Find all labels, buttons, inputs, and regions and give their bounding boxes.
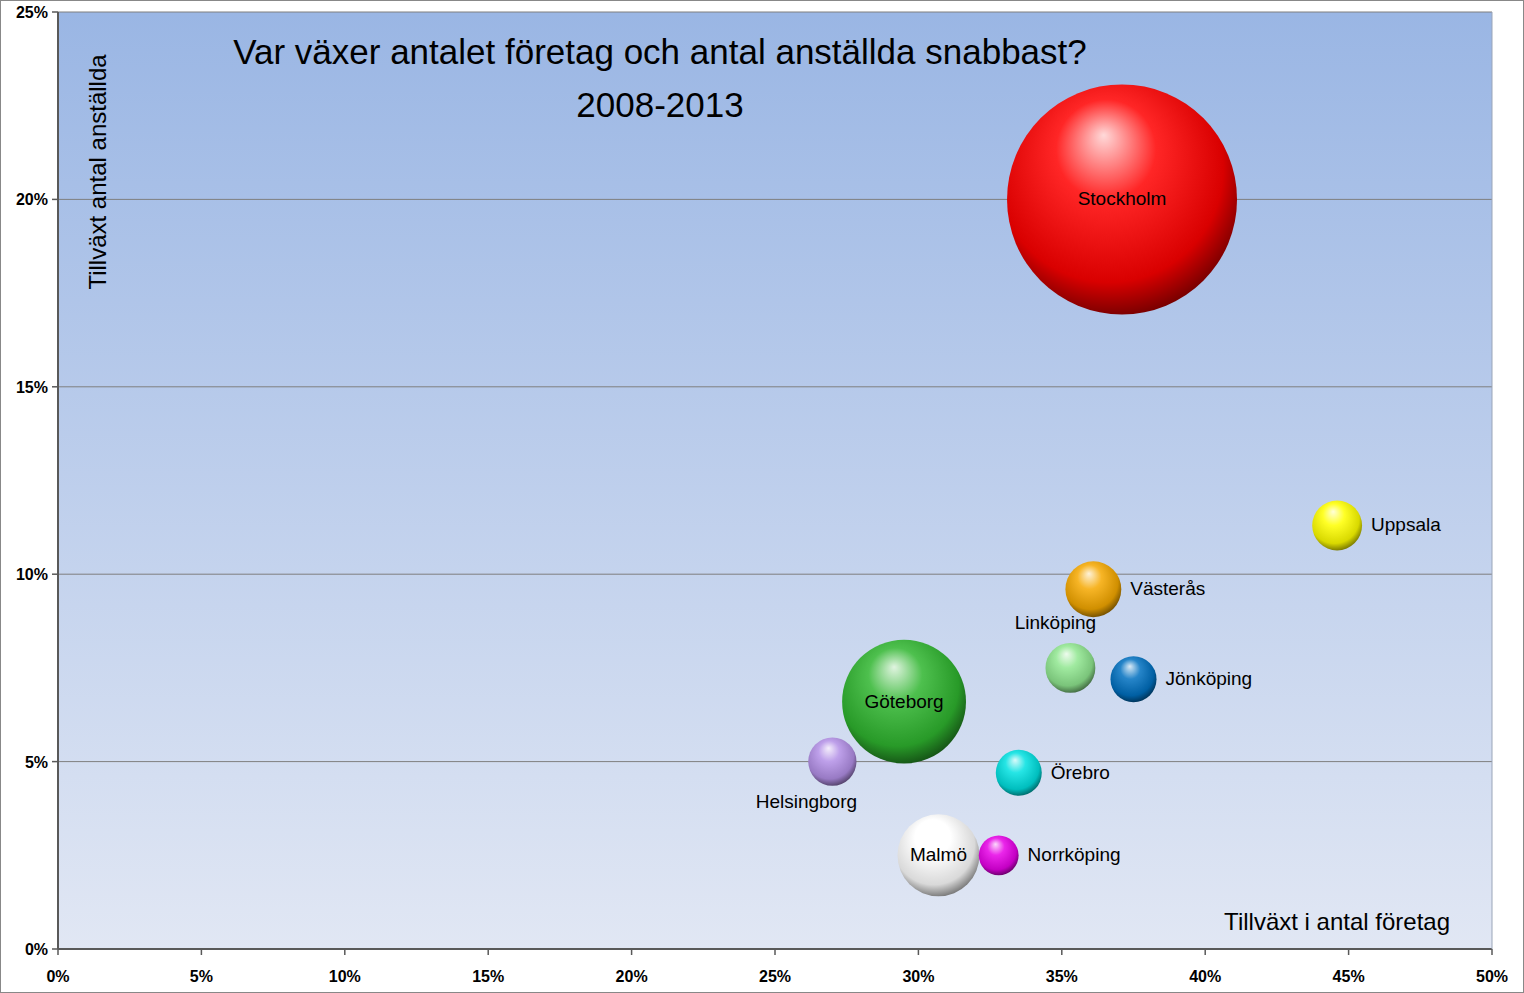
x-tick-label: 35% — [1046, 968, 1078, 985]
bubble — [1065, 561, 1121, 617]
y-tick-label: 0% — [25, 941, 48, 958]
y-tick-label: 5% — [25, 754, 48, 771]
bubble-label: Örebro — [1051, 762, 1110, 783]
plot-area — [58, 12, 1492, 949]
grid-line — [58, 949, 1492, 950]
bubble — [1312, 501, 1362, 551]
bubble — [808, 737, 856, 785]
bubble-label: Västerås — [1130, 578, 1205, 599]
bubble — [1007, 84, 1237, 314]
frame — [1, 1, 1524, 993]
x-tick-label: 50% — [1476, 968, 1508, 985]
bubble — [979, 835, 1019, 875]
x-tick-label: 0% — [46, 968, 69, 985]
y-tick-label: 15% — [16, 379, 48, 396]
bubble — [1045, 643, 1095, 693]
bubble-label: Linköping — [1015, 612, 1096, 633]
subtitle: 2008-2013 — [576, 85, 743, 124]
y-axis — [57, 12, 59, 949]
grid-line — [58, 574, 1492, 575]
y-axis-label: Tillväxt antal anställda — [84, 54, 111, 290]
bubble-label: Jönköping — [1166, 668, 1253, 689]
x-tick-label: 10% — [329, 968, 361, 985]
plot-border — [1492, 12, 1493, 949]
y-tick-label: 20% — [16, 191, 48, 208]
x-axis-label: Tillväxt i antal företag — [1224, 908, 1450, 935]
bubble — [996, 750, 1042, 796]
x-tick-label: 5% — [190, 968, 213, 985]
bubble-label: Malmö — [910, 844, 967, 865]
x-tick-label: 30% — [902, 968, 934, 985]
x-tick-label: 25% — [759, 968, 791, 985]
x-tick-label: 15% — [472, 968, 504, 985]
grid-line — [58, 199, 1492, 200]
bubble-label: Norrköping — [1028, 844, 1121, 865]
chart: 0% 5% 10% 15% 20% 25% 0% 5% 10% 15% 20% 25% 30% 35% 40… — [0, 0, 1524, 993]
bubble-labels: Stockholm Uppsala Västerås Linköping Jönköpi… — [756, 188, 1442, 865]
y-tick-label: 10% — [16, 566, 48, 583]
bubbles — [808, 84, 1362, 896]
bubble — [1111, 656, 1157, 702]
grid-line — [58, 386, 1492, 387]
x-tick-label: 20% — [616, 968, 648, 985]
grid-line — [58, 12, 1492, 13]
bubble-label: Helsingborg — [756, 791, 857, 812]
grid-line — [58, 761, 1492, 762]
title: Var växer antalet företag och antal anst… — [233, 32, 1087, 71]
bubble — [842, 640, 966, 764]
x-axis — [58, 948, 1492, 950]
x-tick-label: 45% — [1333, 968, 1365, 985]
bubble — [897, 814, 979, 896]
bubble-label: Uppsala — [1371, 514, 1441, 535]
y-tick-label: 25% — [16, 4, 48, 21]
bubble-label: Göteborg — [864, 691, 943, 712]
x-tick-label: 40% — [1189, 968, 1221, 985]
bubble-label: Stockholm — [1078, 188, 1167, 209]
